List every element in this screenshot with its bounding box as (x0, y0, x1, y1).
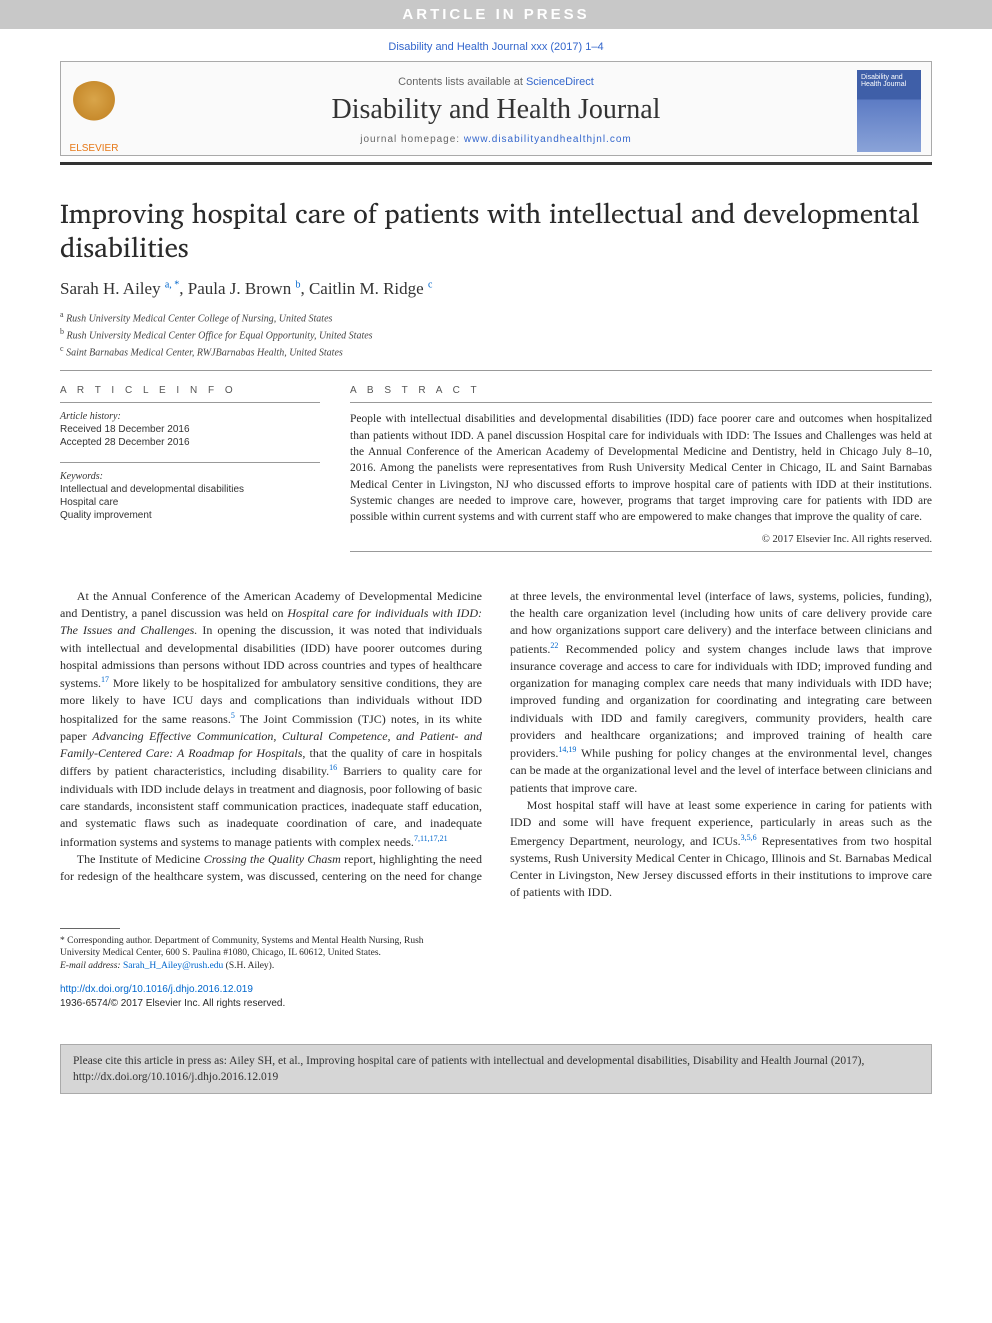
issn-line: 1936-6574/© 2017 Elsevier Inc. All right… (60, 998, 285, 1009)
affil-rule (60, 370, 932, 371)
elsevier-label: ELSEVIER (70, 143, 119, 154)
journal-name: Disability and Health Journal (79, 94, 913, 126)
author-1: Sarah H. Ailey (60, 279, 161, 298)
kw-1: Intellectual and developmental disabilit… (60, 484, 320, 495)
affil-b: Rush University Medical Center Office fo… (67, 330, 373, 341)
abstract-body: People with intellectual disabilities an… (350, 411, 932, 525)
email-label: E-mail address: (60, 961, 121, 971)
received: Received 18 December 2016 (60, 424, 320, 435)
footnotes: * Corresponding author. Department of Co… (60, 928, 452, 1010)
info-abstract-row: A R T I C L E I N F O Article history: R… (60, 385, 932, 559)
journal-header: ELSEVIER Disability and Health Journal C… (60, 61, 932, 156)
keywords-block: Keywords: Intellectual and developmental… (60, 471, 320, 521)
citation-top: Disability and Health Journal xxx (2017)… (0, 29, 992, 61)
affiliations: a Rush University Medical Center College… (60, 309, 932, 361)
sciencedirect-link[interactable]: ScienceDirect (526, 76, 594, 88)
article-in-press-banner: ARTICLE IN PRESS (0, 0, 992, 29)
footnote-rule (60, 928, 120, 929)
history-block: Article history: Received 18 December 20… (60, 411, 320, 448)
corresponding-author: * Corresponding author. Department of Co… (60, 935, 452, 961)
affil-c: Saint Barnabas Medical Center, RWJBarnab… (66, 347, 343, 358)
info-rule-2 (60, 462, 320, 463)
abstract-copyright: © 2017 Elsevier Inc. All rights reserved… (350, 534, 932, 545)
email-suffix: (S.H. Ailey). (226, 961, 275, 971)
author-2-sup: b (295, 279, 300, 290)
para-3: Most hospital staff will have at least s… (510, 797, 932, 902)
author-3-sup: c (428, 279, 432, 290)
email-line: E-mail address: Sarah_H_Ailey@rush.edu (… (60, 960, 452, 973)
author-2: Paula J. Brown (188, 279, 291, 298)
homepage-link[interactable]: www.disabilityandhealthjnl.com (464, 134, 632, 145)
doi-block: http://dx.doi.org/10.1016/j.dhjo.2016.12… (60, 983, 452, 1010)
cite-box: Please cite this article in press as: Ai… (60, 1044, 932, 1094)
authors: Sarah H. Ailey a, *, Paula J. Brown b, C… (60, 279, 932, 299)
homepage-label: journal homepage: (360, 134, 464, 145)
email-link[interactable]: Sarah_H_Ailey@rush.edu (123, 961, 223, 971)
author-1-sup: a, * (165, 279, 179, 290)
keywords-label: Keywords: (60, 471, 320, 482)
kw-2: Hospital care (60, 497, 320, 508)
doi-link[interactable]: http://dx.doi.org/10.1016/j.dhjo.2016.12… (60, 984, 253, 995)
abstract-rule-bottom (350, 551, 932, 552)
article-title: Improving hospital care of patients with… (60, 197, 932, 265)
elsevier-tree-icon (66, 81, 122, 143)
journal-cover-thumbnail: Disability and Health Journal (857, 70, 921, 152)
accepted: Accepted 28 December 2016 (60, 437, 320, 448)
body-text: At the Annual Conference of the American… (60, 588, 932, 902)
article-info: A R T I C L E I N F O Article history: R… (60, 385, 320, 559)
history-label: Article history: (60, 411, 320, 422)
para-1: At the Annual Conference of the American… (60, 588, 482, 851)
contents-prefix: Contents lists available at (398, 76, 526, 88)
abstract-heading: A B S T R A C T (350, 385, 932, 396)
affil-a: Rush University Medical Center College o… (66, 313, 332, 324)
kw-3: Quality improvement (60, 510, 320, 521)
abstract: A B S T R A C T People with intellectual… (350, 385, 932, 559)
author-3: Caitlin M. Ridge (309, 279, 424, 298)
abstract-rule (350, 402, 932, 403)
cover-label: Disability and Health Journal (861, 74, 906, 88)
article-info-heading: A R T I C L E I N F O (60, 385, 320, 396)
elsevier-logo: ELSEVIER (59, 68, 129, 154)
homepage-line: journal homepage: www.disabilityandhealt… (79, 134, 913, 145)
article-content: Improving hospital care of patients with… (0, 165, 992, 1030)
contents-line: Contents lists available at ScienceDirec… (79, 76, 913, 88)
info-rule-1 (60, 402, 320, 403)
